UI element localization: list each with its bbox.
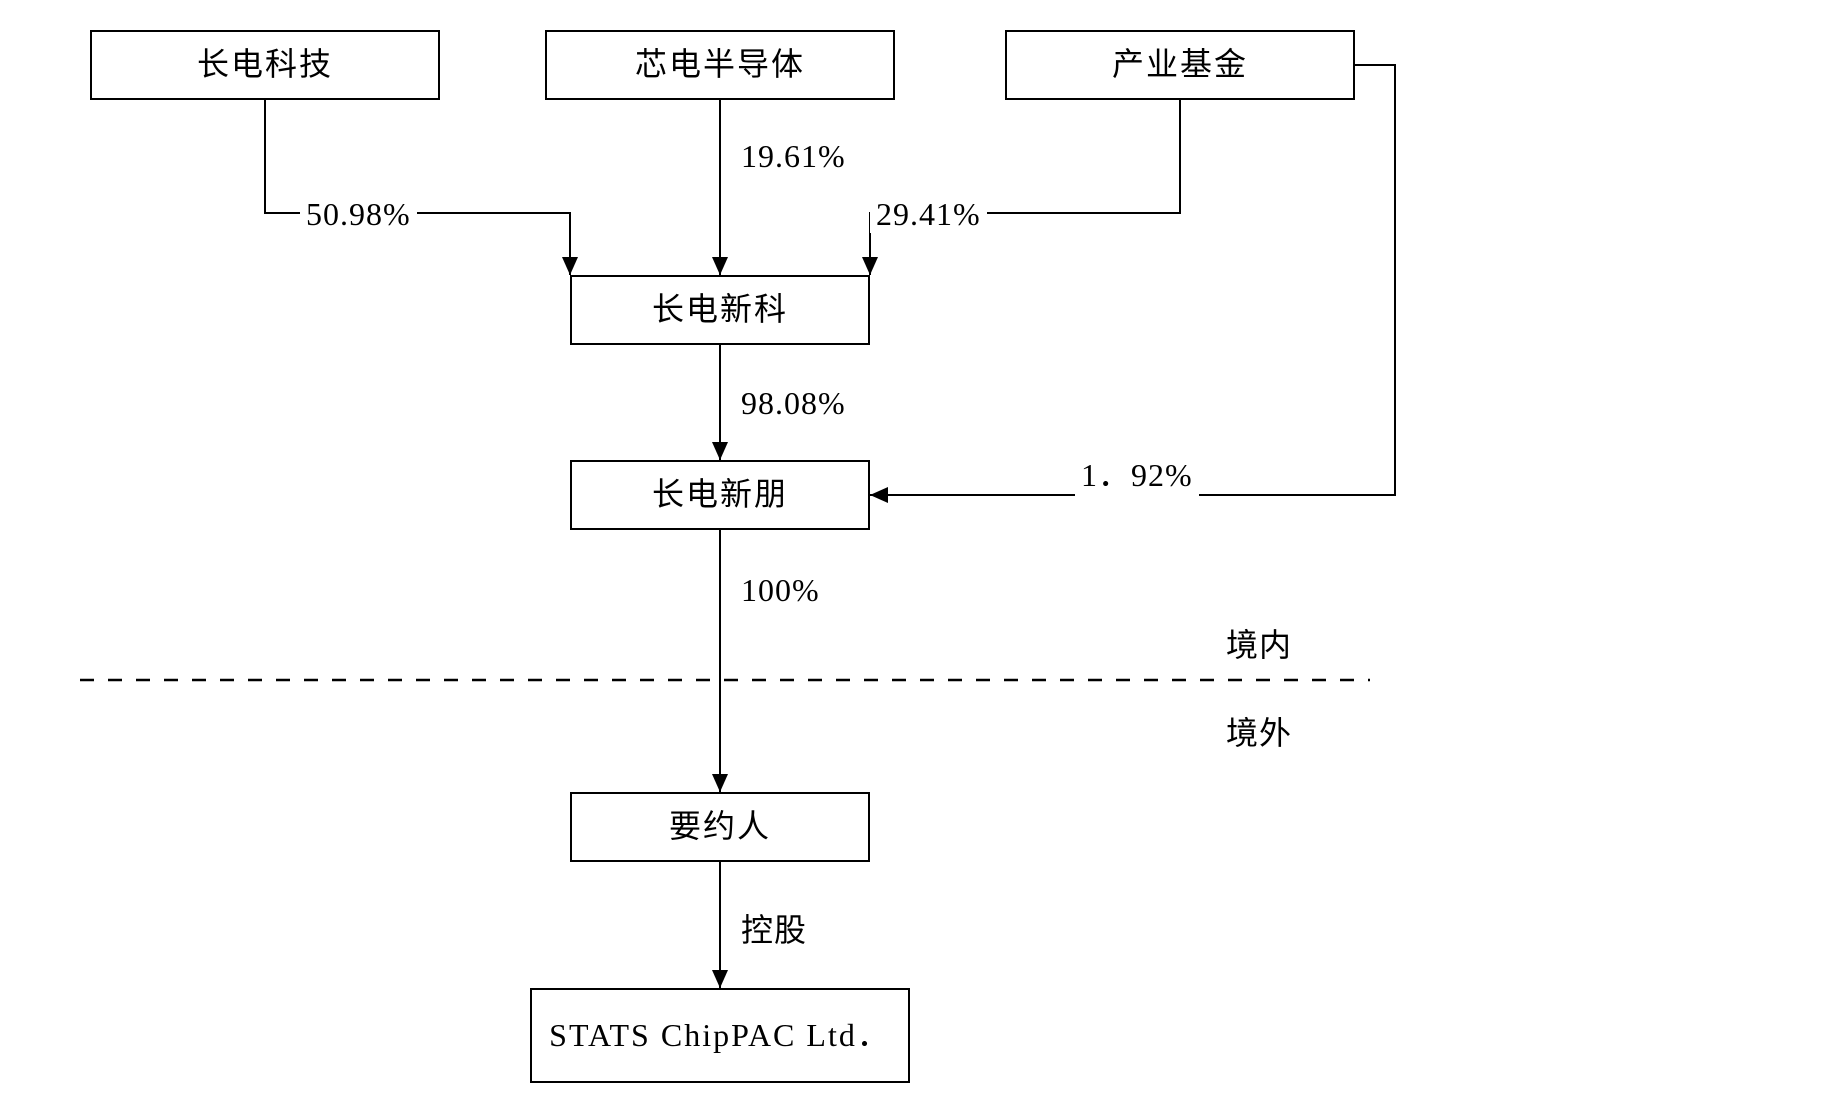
divider-label-overseas: 境外 (1220, 708, 1298, 754)
node-xindian-semi: 芯电半导体 (545, 30, 895, 100)
node-offeror: 要约人 (570, 792, 870, 862)
edge-label-19-61: 19.61% (735, 138, 852, 175)
node-label: 长电科技 (197, 44, 333, 86)
node-industrial-fund: 产业基金 (1005, 30, 1355, 100)
node-label: STATS ChipPAC Ltd． (549, 1015, 891, 1057)
edge-label-1-92: 1．92% (1075, 450, 1199, 496)
node-changdian-xinke: 长电新科 (570, 275, 870, 345)
arrow-n5-n6 (712, 774, 728, 792)
edge-label-98-08: 98.08% (735, 385, 852, 422)
edge-label-29-41: 29.41% (870, 196, 987, 233)
node-label: 产业基金 (1112, 44, 1248, 86)
edge-n3-n4 (870, 100, 1180, 275)
edge-label-50-98: 50.98% (300, 196, 417, 233)
edge-n3-n5 (870, 65, 1395, 495)
node-label: 芯电半导体 (635, 44, 805, 86)
arrow-n3-n4 (862, 257, 878, 275)
arrow-n4-n5 (712, 442, 728, 460)
divider-label-domestic: 境内 (1220, 620, 1298, 666)
arrow-n6-n7 (712, 970, 728, 988)
node-changdian-tech: 长电科技 (90, 30, 440, 100)
edge-label-holding: 控股 (735, 905, 813, 951)
node-changdian-xinpeng: 长电新朋 (570, 460, 870, 530)
edge-n1-n4 (265, 100, 570, 275)
node-label: 长电新科 (652, 289, 788, 331)
org-chart: 长电科技 芯电半导体 产业基金 长电新科 长电新朋 要约人 STATS Chip… (0, 0, 1840, 1116)
arrow-n2-n4 (712, 257, 728, 275)
edge-label-100: 100% (735, 572, 826, 609)
node-stats-chippac: STATS ChipPAC Ltd． (530, 988, 910, 1083)
arrow-n3-n5 (870, 487, 888, 503)
edges-layer (0, 0, 1840, 1116)
node-label: 要约人 (669, 806, 771, 848)
arrow-n1-n4 (562, 257, 578, 275)
node-label: 长电新朋 (652, 474, 788, 516)
